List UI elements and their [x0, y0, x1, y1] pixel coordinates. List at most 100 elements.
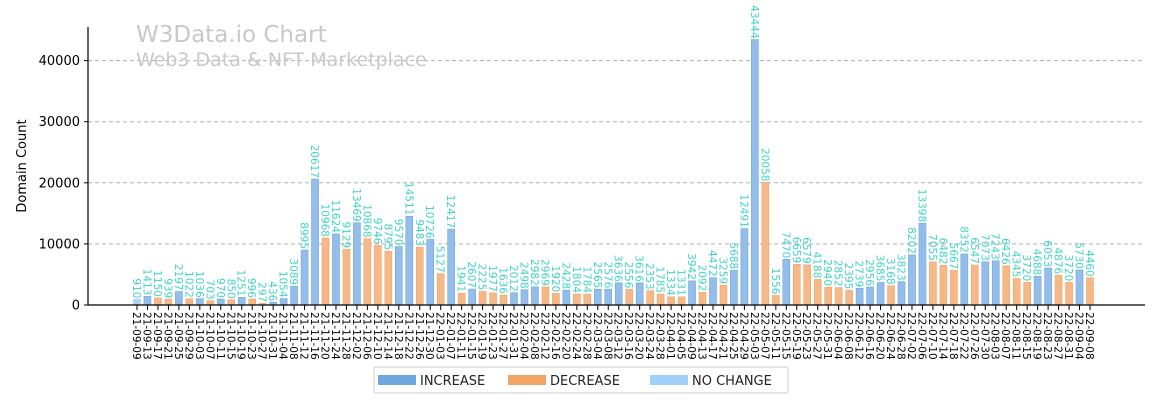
x-tick-label: 21-09-25: [172, 312, 184, 360]
bar-21-09-21: [164, 298, 173, 306]
bar-22-04-13: [698, 291, 707, 306]
x-tick-label: 22-04-25: [727, 312, 739, 360]
bar-22-03-24: [646, 290, 654, 306]
x-tick-label: 22-02-08: [528, 312, 540, 360]
x-tick-label: 21-12-22: [402, 312, 414, 360]
bar-22-07-30: [981, 261, 990, 306]
bar-22-07-02: [908, 254, 916, 306]
x-tick-label: 21-11-28: [339, 312, 351, 360]
x-tick-label: 22-08-27: [1052, 312, 1064, 360]
bar-21-09-13: [143, 296, 152, 306]
x-tick-label: 22-05-27: [811, 312, 823, 360]
x-tick-label: 22-05-19: [790, 312, 802, 360]
value-label: 1036: [193, 271, 205, 298]
bar-22-03-12: [614, 282, 623, 306]
value-label: 1920: [549, 266, 561, 293]
bar-22-03-28: [656, 293, 665, 306]
bar-21-12-10: [374, 245, 382, 306]
bar-22-08-23: [1044, 267, 1052, 306]
bar-22-08-31: [1065, 281, 1073, 306]
bar-22-01-15: [468, 288, 476, 306]
legend-label-decrease: DECREASE: [550, 374, 620, 389]
bar-22-01-11: [457, 292, 466, 306]
x-tick-label: 22-05-31: [821, 312, 833, 360]
x-tick-label: 22-03-16: [622, 312, 634, 360]
bar-21-12-02: [353, 222, 361, 306]
bar-22-07-18: [950, 270, 958, 306]
legend: INCREASE DECREASE NO CHANGE: [373, 366, 789, 394]
bar-21-10-19: [237, 297, 246, 306]
value-label: 13469: [350, 188, 362, 221]
value-label: 8202: [905, 227, 917, 254]
value-label: 2498: [517, 262, 529, 289]
bar-22-04-29: [740, 228, 749, 306]
bar-22-09-04: [1075, 269, 1084, 306]
value-label: 939: [161, 278, 173, 298]
x-tick-label: 21-12-18: [392, 312, 404, 360]
bar-22-08-11: [1012, 278, 1021, 306]
bar-21-11-16: [311, 178, 319, 306]
bar-22-01-23: [489, 292, 497, 306]
x-tick-label: 22-03-20: [633, 312, 645, 360]
x-tick-label: 22-01-23: [486, 312, 498, 360]
bar-22-07-06: [918, 222, 927, 306]
value-label: 9129: [339, 221, 351, 248]
bar-22-01-07: [447, 228, 455, 306]
value-label: 43444: [748, 5, 760, 39]
bar-22-06-08: [845, 290, 853, 306]
value-label: 1413: [140, 269, 152, 296]
y-tick-label: 40000: [39, 54, 80, 69]
value-label: 5688: [727, 243, 739, 270]
x-tick-label: 22-02-20: [559, 312, 571, 360]
x-tick-label: 22-03-08: [601, 312, 613, 360]
bar-22-03-16: [625, 289, 634, 306]
x-tick-label: 22-06-20: [874, 312, 886, 360]
x-tick-label: 22-08-03: [989, 312, 1001, 360]
x-tick-label: 21-10-07: [203, 312, 215, 360]
bar-22-05-15: [782, 259, 791, 306]
x-tick-label: 22-06-08: [842, 312, 854, 360]
x-tick-label: 21-10-03: [193, 312, 205, 360]
legend-swatch-decrease: [508, 375, 546, 385]
value-label: 7055: [926, 234, 938, 261]
gridlines: [88, 60, 1145, 245]
value-label: 2576: [601, 262, 613, 289]
bar-22-08-03: [991, 260, 1000, 306]
x-tick-label: 22-03-24: [643, 312, 655, 360]
value-label: 13398: [915, 189, 927, 222]
x-tick-label: 22-03-28: [654, 312, 666, 360]
value-label: 10726: [423, 205, 435, 239]
value-label: 1785: [654, 266, 666, 293]
value-label: 11624: [329, 200, 341, 234]
bar-21-10-03: [196, 298, 204, 306]
x-tick-label: 22-01-15: [465, 312, 477, 360]
bar-22-06-20: [876, 282, 885, 306]
bar-22-03-04: [593, 289, 602, 306]
bar-22-05-11: [772, 295, 780, 306]
value-label: 703: [203, 280, 215, 300]
bar-22-02-08: [531, 286, 539, 306]
bar-22-01-31: [510, 292, 518, 306]
value-label: 10868: [360, 204, 372, 237]
value-label: 2428: [559, 262, 571, 289]
value-label: 9746: [371, 218, 383, 245]
x-tick-label: 22-09-08: [1083, 312, 1095, 360]
y-tick-label: 30000: [39, 115, 80, 130]
value-label: 3636: [612, 255, 624, 282]
x-tick-label: 21-10-11: [214, 312, 226, 360]
bar-22-08-15: [1023, 281, 1031, 306]
bar-22-03-08: [604, 288, 613, 306]
bar-22-01-03: [436, 273, 445, 306]
value-label: 2353: [643, 263, 655, 290]
value-label: 3616: [633, 255, 645, 282]
x-tick-label: 22-08-31: [1062, 312, 1074, 360]
value-label: 2092: [696, 264, 708, 291]
x-tick-label: 21-11-04: [277, 312, 289, 360]
x-tick-label: 21-10-31: [266, 312, 278, 360]
x-tick-label: 22-05-03: [748, 312, 760, 360]
x-tick-label: 22-04-01: [664, 312, 676, 360]
chart-subtitle: Web3 Data & NFT Marketplace: [136, 49, 427, 71]
x-tick-label: 22-08-23: [1041, 312, 1053, 360]
bar-22-08-27: [1054, 274, 1063, 306]
x-tick-label: 22-04-21: [716, 312, 728, 360]
